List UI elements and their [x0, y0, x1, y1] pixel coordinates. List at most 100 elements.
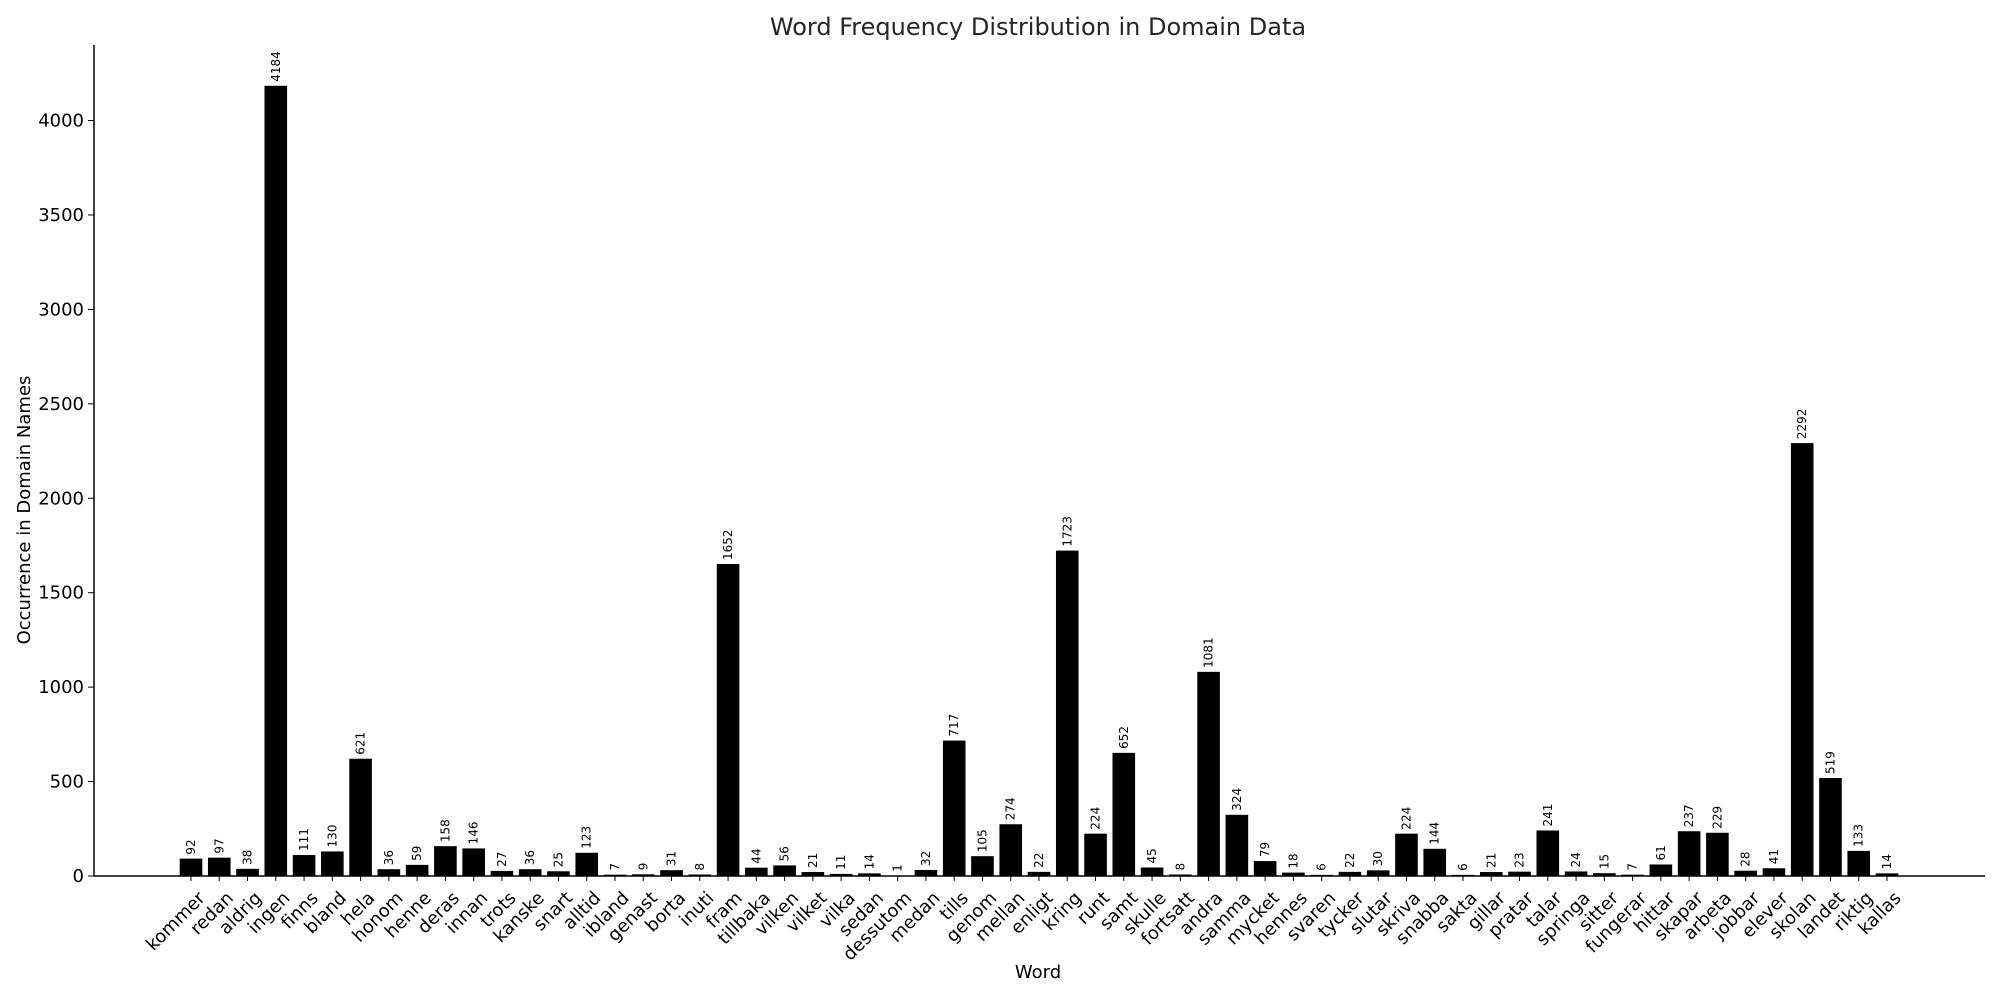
bar-genom: [971, 856, 994, 876]
data-label-skulle: 45: [1145, 848, 1159, 863]
data-label-slutar: 30: [1371, 851, 1385, 866]
data-label-samt: 652: [1117, 726, 1131, 749]
y-tick-label-4000: 4000: [38, 111, 84, 132]
data-label-inuti: 8: [693, 863, 707, 871]
data-label-mycket: 79: [1258, 842, 1272, 857]
data-label-vilka: 11: [834, 855, 848, 870]
data-label-bland: 130: [325, 825, 339, 848]
bar-hittar: [1649, 864, 1673, 876]
bar-skriva: [1395, 833, 1418, 876]
bar-deras: [434, 846, 457, 876]
data-label-hittar: 61: [1654, 845, 1668, 860]
bar-tills: [942, 740, 966, 876]
bar-snabba: [1423, 848, 1447, 876]
bar-ingen: [264, 85, 288, 877]
bar-kallas: [1875, 873, 1899, 876]
bar-vilket: [801, 872, 825, 876]
bar-finns: [292, 855, 316, 876]
data-label-honom: 36: [382, 850, 396, 865]
data-label-henne: 59: [410, 846, 424, 861]
bar-enligt: [1027, 871, 1051, 876]
bar-tillbaka: [745, 867, 768, 876]
data-label-borta: 31: [665, 851, 679, 866]
chart-title: Word Frequency Distribution in Domain Da…: [770, 13, 1306, 41]
data-label-trots: 27: [495, 852, 509, 867]
bar-samma: [1225, 814, 1249, 876]
bar-borta: [660, 870, 683, 876]
bar-kring: [1055, 550, 1079, 876]
data-label-innan: 146: [467, 822, 481, 845]
y-tick-label-3500: 3500: [38, 205, 84, 226]
bar-talar: [1536, 830, 1560, 876]
bar-skapar: [1677, 831, 1701, 876]
bars-layer: [179, 85, 1899, 877]
data-label-vilken: 56: [778, 846, 792, 861]
data-label-gillar: 21: [1484, 853, 1498, 868]
bar-genast: [631, 874, 655, 876]
y-tick-label-500: 500: [50, 772, 84, 793]
bar-medan: [914, 869, 938, 876]
data-label-deras: 158: [438, 819, 452, 842]
bar-skolan: [1790, 443, 1814, 876]
data-label-talar: 241: [1541, 804, 1555, 827]
data-label-alltid: 123: [580, 826, 594, 849]
bar-kanske: [518, 869, 542, 876]
bar-landet: [1819, 777, 1842, 876]
data-label-pratar: 23: [1513, 852, 1527, 867]
bar-elever: [1762, 868, 1786, 876]
bar-andra: [1197, 671, 1220, 876]
data-label-aldrig: 38: [241, 850, 255, 865]
bar-riktig: [1847, 850, 1871, 876]
y-tick-label-0: 0: [73, 866, 84, 887]
bar-jobbar: [1734, 870, 1757, 876]
data-label-svaren: 6: [1315, 863, 1329, 871]
data-label-riktig: 133: [1852, 824, 1866, 847]
bar-pratar: [1508, 871, 1531, 876]
y-tick-label-1500: 1500: [38, 583, 84, 604]
data-label-kanske: 36: [523, 850, 537, 865]
bar-sitter: [1593, 873, 1616, 876]
data-label-kring: 1723: [1060, 516, 1074, 547]
bar-fram: [716, 564, 740, 876]
data-label-ibland: 7: [608, 863, 622, 871]
bar-gillar: [1479, 872, 1503, 876]
data-label-tillbaka: 44: [749, 848, 763, 863]
bar-slutar: [1366, 870, 1390, 876]
bar-vilka: [829, 873, 853, 876]
data-label-snart: 25: [551, 852, 565, 867]
data-label-elever: 41: [1767, 849, 1781, 864]
data-label-vilket: 21: [806, 853, 820, 868]
data-label-landet: 519: [1823, 751, 1837, 774]
data-label-genom: 105: [975, 829, 989, 852]
bar-mellan: [999, 824, 1023, 876]
bar-honom: [377, 869, 401, 876]
bar-alltid: [575, 852, 599, 876]
bar-tycker: [1338, 871, 1362, 876]
data-label-mellan: 274: [1004, 797, 1018, 820]
bar-mycket: [1253, 861, 1277, 876]
data-label-finns: 111: [297, 828, 311, 851]
bar-aldrig: [236, 868, 259, 876]
bar-trots: [490, 870, 514, 876]
bar-redan: [207, 857, 231, 876]
data-label-springa: 24: [1569, 852, 1583, 867]
bar-sedan: [858, 873, 881, 876]
data-label-kallas: 14: [1880, 854, 1894, 869]
bar-skulle: [1140, 867, 1164, 876]
bar-inuti: [688, 874, 712, 876]
bar-runt: [1084, 833, 1107, 876]
data-label-genast: 9: [636, 863, 650, 871]
y-tick-label-2000: 2000: [38, 488, 84, 509]
y-tick-label-2500: 2500: [38, 394, 84, 415]
data-label-runt: 224: [1089, 807, 1103, 830]
data-label-fortsatt: 8: [1173, 863, 1187, 871]
y-tick-label-1000: 1000: [38, 677, 84, 698]
bar-arbeta: [1706, 832, 1729, 876]
data-label-enligt: 22: [1032, 853, 1046, 868]
x-axis-label: Word: [1015, 962, 1061, 983]
data-label-dessutom: 1: [891, 864, 905, 872]
y-axis-label: Occurrence in Domain Names: [14, 376, 35, 645]
bar-innan: [462, 848, 485, 876]
